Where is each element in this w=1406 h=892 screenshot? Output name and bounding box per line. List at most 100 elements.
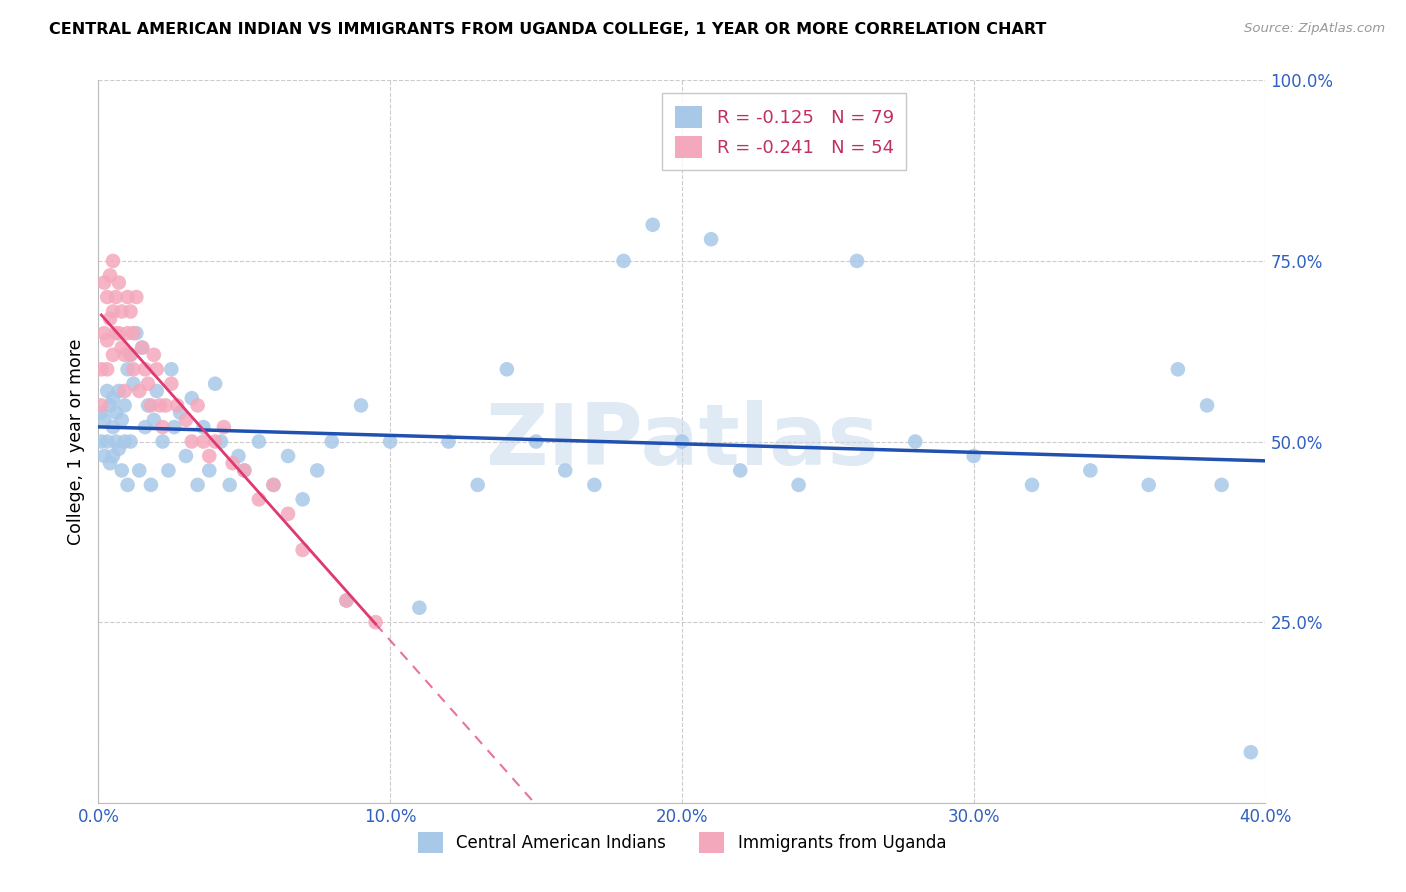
Point	[111, 304, 134, 318]
Point	[101, 391, 124, 405]
Point	[180, 434, 202, 449]
Text: CENTRAL AMERICAN INDIAN VS IMMIGRANTS FROM UGANDA COLLEGE, 1 YEAR OR MORE CORREL: CENTRAL AMERICAN INDIAN VS IMMIGRANTS FR…	[49, 22, 1046, 37]
Point	[90, 434, 112, 449]
Legend: Central American Indians, Immigrants from Uganda: Central American Indians, Immigrants fro…	[411, 826, 953, 860]
Point	[193, 420, 215, 434]
Point	[104, 406, 127, 420]
Point	[114, 398, 136, 412]
Point	[134, 420, 156, 434]
Point	[193, 434, 215, 449]
Point	[335, 593, 357, 607]
Point	[1021, 478, 1043, 492]
Point	[96, 290, 118, 304]
Point	[131, 341, 153, 355]
Point	[496, 362, 519, 376]
Point	[125, 290, 148, 304]
Point	[101, 449, 124, 463]
Point	[787, 478, 810, 492]
Point	[641, 218, 664, 232]
Point	[111, 341, 134, 355]
Point	[104, 290, 127, 304]
Point	[111, 463, 134, 477]
Point	[108, 384, 131, 398]
Point	[157, 463, 180, 477]
Y-axis label: College, 1 year or more: College, 1 year or more	[66, 338, 84, 545]
Point	[120, 304, 142, 318]
Point	[612, 253, 634, 268]
Point	[198, 449, 221, 463]
Point	[554, 463, 576, 477]
Point	[174, 449, 197, 463]
Point	[350, 398, 373, 412]
Point	[380, 434, 402, 449]
Point	[166, 398, 188, 412]
Point	[117, 290, 139, 304]
Point	[583, 478, 606, 492]
Point	[1167, 362, 1189, 376]
Point	[1195, 398, 1218, 412]
Point	[233, 463, 256, 477]
Point	[408, 600, 430, 615]
Point	[437, 434, 460, 449]
Point	[307, 463, 329, 477]
Point	[187, 398, 209, 412]
Point	[117, 478, 139, 492]
Point	[122, 362, 145, 376]
Point	[128, 463, 150, 477]
Point	[198, 463, 221, 477]
Point	[93, 276, 115, 290]
Point	[111, 413, 134, 427]
Point	[114, 434, 136, 449]
Point	[122, 326, 145, 340]
Point	[160, 376, 183, 391]
Point	[93, 413, 115, 427]
Point	[846, 253, 869, 268]
Point	[524, 434, 547, 449]
Point	[233, 463, 256, 477]
Point	[152, 420, 174, 434]
Point	[730, 463, 752, 477]
Point	[962, 449, 984, 463]
Point	[134, 362, 156, 376]
Point	[114, 348, 136, 362]
Point	[101, 348, 124, 362]
Point	[160, 362, 183, 376]
Point	[101, 253, 124, 268]
Point	[146, 362, 169, 376]
Point	[117, 362, 139, 376]
Point	[120, 348, 142, 362]
Point	[146, 384, 169, 398]
Point	[96, 434, 118, 449]
Point	[169, 406, 191, 420]
Point	[671, 434, 693, 449]
Point	[139, 398, 162, 412]
Point	[98, 456, 121, 470]
Point	[204, 376, 226, 391]
Point	[104, 326, 127, 340]
Point	[904, 434, 927, 449]
Point	[1137, 478, 1160, 492]
Point	[152, 434, 174, 449]
Point	[142, 413, 165, 427]
Point	[90, 406, 112, 420]
Point	[96, 384, 118, 398]
Point	[139, 478, 162, 492]
Point	[163, 420, 186, 434]
Point	[247, 492, 270, 507]
Point	[204, 434, 226, 449]
Point	[108, 326, 131, 340]
Point	[247, 434, 270, 449]
Point	[142, 348, 165, 362]
Point	[262, 478, 284, 492]
Point	[128, 384, 150, 398]
Point	[117, 326, 139, 340]
Point	[262, 478, 284, 492]
Point	[180, 391, 202, 405]
Point	[93, 326, 115, 340]
Point	[321, 434, 343, 449]
Point	[120, 348, 142, 362]
Point	[122, 376, 145, 391]
Point	[90, 398, 112, 412]
Point	[96, 362, 118, 376]
Point	[136, 376, 159, 391]
